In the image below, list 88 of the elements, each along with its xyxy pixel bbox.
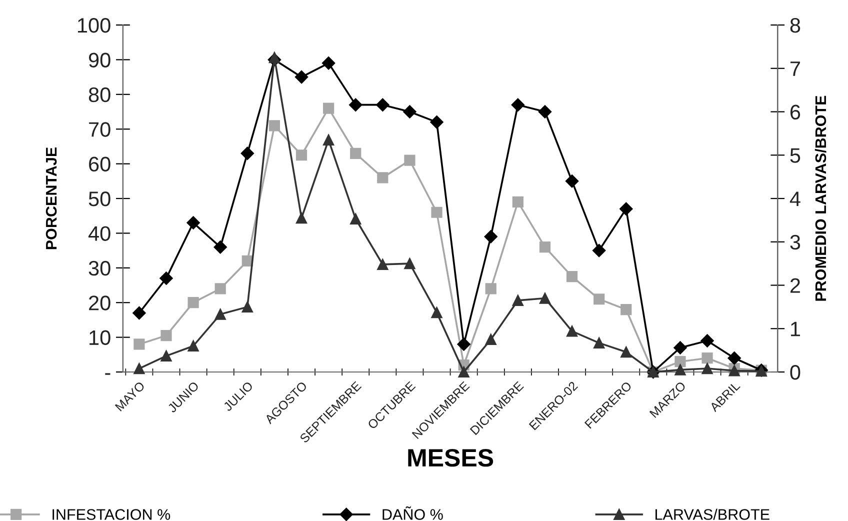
point xyxy=(620,304,632,316)
point xyxy=(377,172,388,184)
point xyxy=(160,272,173,285)
y-tick-label: 60 xyxy=(89,156,110,172)
point xyxy=(458,366,470,378)
y2-tick-label: 3 xyxy=(790,234,800,250)
point xyxy=(350,213,362,224)
legend-label: LARVAS/BROTE xyxy=(656,508,770,520)
point xyxy=(674,341,687,354)
point xyxy=(160,350,172,362)
point xyxy=(376,98,390,112)
point xyxy=(702,352,713,364)
point xyxy=(242,301,253,312)
point xyxy=(268,52,280,64)
point xyxy=(457,338,470,351)
point xyxy=(134,338,145,350)
point xyxy=(430,116,444,129)
point xyxy=(404,154,416,166)
point xyxy=(620,202,633,216)
point xyxy=(539,292,551,304)
point xyxy=(566,326,578,337)
point xyxy=(512,196,524,208)
y-tick-label: 10 xyxy=(90,330,110,346)
y-tick-label: 80 xyxy=(88,87,110,102)
point xyxy=(485,283,496,294)
point xyxy=(186,216,200,230)
point xyxy=(674,356,686,368)
point xyxy=(268,120,280,132)
point xyxy=(296,150,308,161)
y2-tick-label: 5 xyxy=(790,148,800,163)
point xyxy=(431,307,442,318)
y-tick-label: 90 xyxy=(88,52,110,68)
y-tick-label: 100 xyxy=(78,18,110,33)
point xyxy=(594,337,605,348)
y-tick-label: 70 xyxy=(89,122,110,137)
point xyxy=(512,294,524,306)
point xyxy=(538,105,552,118)
point xyxy=(214,240,227,254)
point xyxy=(728,352,741,365)
y2-tick-label: 2 xyxy=(790,278,800,293)
point xyxy=(592,244,606,258)
y2-tick-label: 7 xyxy=(790,62,800,76)
point xyxy=(349,98,362,112)
point xyxy=(539,242,551,253)
point xyxy=(485,334,496,346)
point xyxy=(322,56,336,70)
point xyxy=(403,105,416,118)
point xyxy=(404,258,416,270)
y-tick-label: 20 xyxy=(89,296,110,310)
point xyxy=(594,294,605,305)
point xyxy=(240,146,254,160)
point xyxy=(323,134,334,146)
point xyxy=(132,306,146,320)
point xyxy=(323,102,334,114)
point xyxy=(134,362,145,374)
y2-axis-title: PROMEDIO LARVAS/BROTE xyxy=(814,96,826,301)
point xyxy=(214,308,226,320)
point xyxy=(377,258,388,270)
y2-tick-label: 8 xyxy=(790,18,800,33)
y2-tick-label: 0 xyxy=(790,364,800,380)
y-tick-label: 50 xyxy=(88,192,110,206)
y2-tick-label: 6 xyxy=(790,104,800,120)
point xyxy=(350,148,362,159)
y-axis-title: PORCENTAJE xyxy=(46,147,57,250)
point xyxy=(431,206,442,218)
point xyxy=(160,330,172,342)
y2-tick-label: 4 xyxy=(790,192,800,206)
point xyxy=(188,297,199,308)
point xyxy=(511,98,525,112)
y-tick-label: 30 xyxy=(88,260,110,276)
point xyxy=(700,334,714,348)
point xyxy=(565,174,579,188)
point xyxy=(188,340,199,352)
point xyxy=(728,365,740,376)
legend-label: DAÑO % xyxy=(382,506,443,520)
point xyxy=(294,70,308,84)
y-tick-label: - xyxy=(105,373,110,375)
point xyxy=(296,212,308,224)
legend-label: INFESTACION % xyxy=(52,509,170,520)
point xyxy=(566,271,578,282)
point xyxy=(484,230,498,244)
point xyxy=(702,362,713,374)
y-tick-label: 40 xyxy=(88,226,110,241)
point xyxy=(620,346,632,358)
x-axis-title: MESES xyxy=(408,448,494,467)
point xyxy=(674,364,686,376)
point xyxy=(214,283,226,294)
y2-tick-label: 1 xyxy=(791,322,800,336)
